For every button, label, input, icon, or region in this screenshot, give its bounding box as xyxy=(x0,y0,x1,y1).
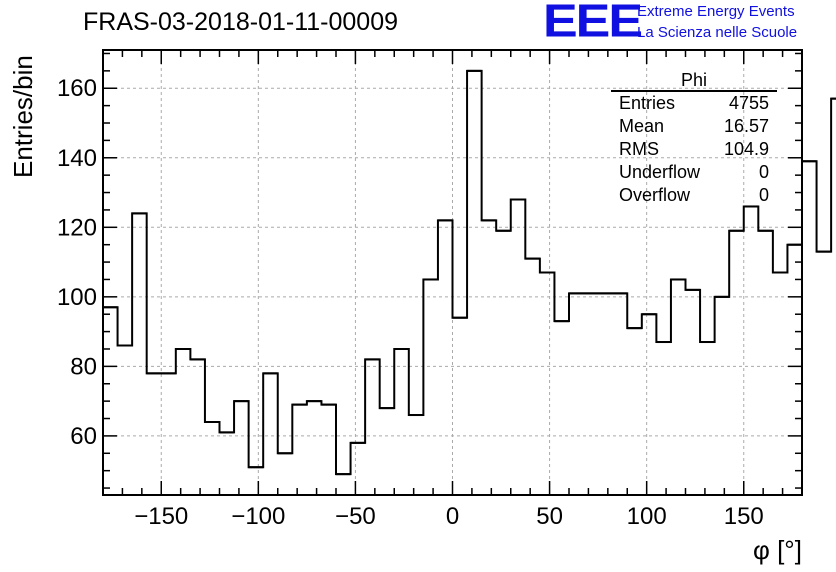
x-tick-label: 0 xyxy=(446,503,459,530)
stats-title: Phi xyxy=(611,70,777,92)
stats-row-underflow: Underflow 0 xyxy=(611,161,777,184)
stats-value: 0 xyxy=(758,185,769,205)
x-tick-label: −50 xyxy=(335,503,376,530)
stats-row-overflow: Overflow 0 xyxy=(611,184,777,207)
x-tick-label: 150 xyxy=(724,503,764,530)
y-tick-label: 160 xyxy=(57,75,97,102)
x-tick-label: −150 xyxy=(134,503,188,530)
y-tick-label: 120 xyxy=(57,214,97,241)
stats-label: Mean xyxy=(619,116,665,136)
logo-line-2: La Scienza nelle Scuole xyxy=(637,24,798,41)
x-tick-label: 50 xyxy=(536,503,563,530)
stats-value: 4755 xyxy=(728,93,769,113)
y-tick-label: 80 xyxy=(70,353,97,380)
eee-logo: EEE xyxy=(543,0,643,48)
stats-value: 104.9 xyxy=(723,139,769,159)
stats-label: Underflow xyxy=(619,162,701,182)
stats-row-mean: Mean 16.57 xyxy=(611,115,777,138)
y-axis-label: Entries/bin xyxy=(8,55,38,178)
stats-box: Phi Entries 4755 Mean 16.57 RMS 104.9 Under… xyxy=(611,70,777,207)
logo-line-1: Extreme Energy Events xyxy=(637,3,795,20)
stats-value: 0 xyxy=(758,162,769,182)
stats-row-rms: RMS 104.9 xyxy=(611,138,777,161)
y-tick-label: 140 xyxy=(57,145,97,172)
y-tick-label: 60 xyxy=(70,423,97,450)
stats-label: RMS xyxy=(619,139,659,159)
y-tick-label: 100 xyxy=(57,284,97,311)
x-tick-label: 100 xyxy=(627,503,667,530)
stats-row-entries: Entries 4755 xyxy=(611,92,777,115)
x-axis-label: φ [°] xyxy=(753,535,802,565)
stats-label: Entries xyxy=(619,93,676,113)
x-tick-label: −100 xyxy=(231,503,285,530)
stats-value: 16.57 xyxy=(723,116,769,136)
stats-label: Overflow xyxy=(619,185,691,205)
chart-title: FRAS-03-2018-01-11-00009 xyxy=(83,8,399,36)
